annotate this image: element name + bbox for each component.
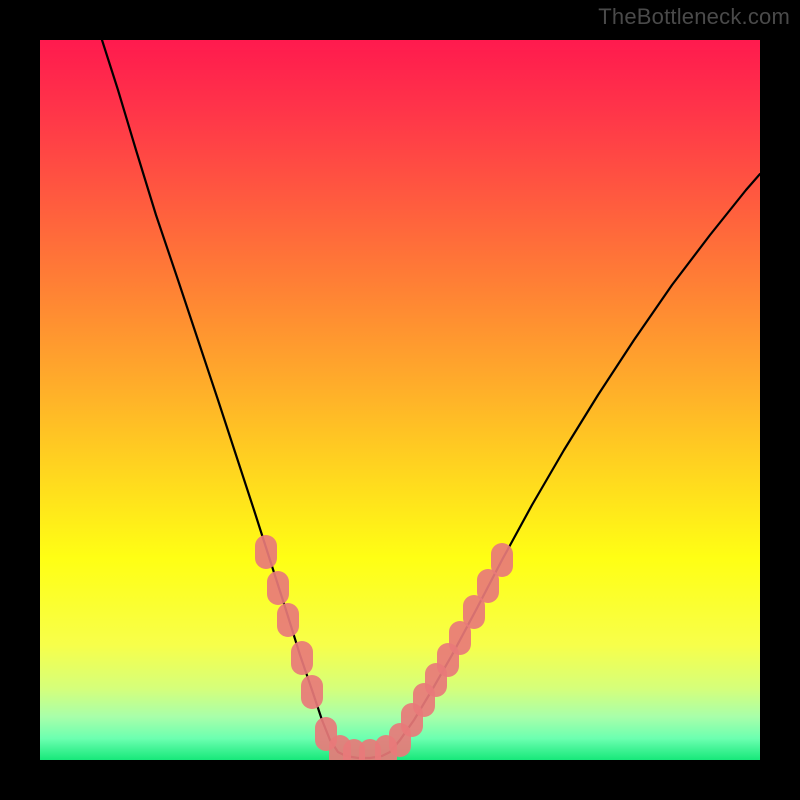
watermark-text: TheBottleneck.com xyxy=(598,4,790,30)
curve-marker xyxy=(267,571,289,605)
curve-layer xyxy=(40,40,760,760)
curve-marker xyxy=(255,535,277,569)
curve-marker xyxy=(301,675,323,709)
curve-marker xyxy=(291,641,313,675)
curve-marker xyxy=(491,543,513,577)
curve-marker xyxy=(277,603,299,637)
v-curve xyxy=(102,40,760,758)
plot-area xyxy=(40,40,760,760)
chart-frame: TheBottleneck.com xyxy=(0,0,800,800)
